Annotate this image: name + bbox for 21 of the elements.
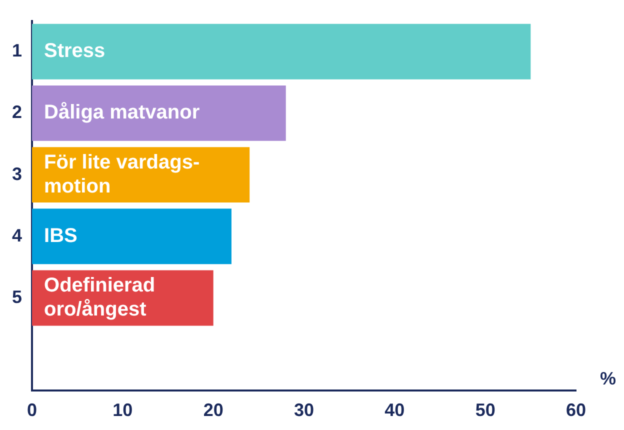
- x-tick-label: 30: [294, 400, 314, 420]
- x-tick-label: 20: [203, 400, 224, 420]
- x-tick-label: 40: [384, 400, 405, 420]
- annotation: För lite vardags- motion: [44, 151, 200, 198]
- annotation: IBS: [44, 224, 78, 247]
- y-tick-label: 5: [12, 286, 22, 307]
- x-tick-label: 0: [27, 400, 38, 420]
- x-tick-label: 50: [475, 400, 496, 420]
- bar: [32, 85, 286, 141]
- bar: [32, 24, 531, 80]
- annotation: Odefinierad oro/ångest: [44, 274, 156, 321]
- x-axis-title: %: [600, 368, 616, 388]
- annotation: Dåliga matvanor: [44, 102, 200, 124]
- annotation: Stress: [44, 40, 106, 62]
- bar: [32, 208, 232, 264]
- x-tick-label: 10: [112, 400, 133, 420]
- x-tick-label: 60: [566, 400, 586, 420]
- y-tick-label: 1: [12, 40, 22, 61]
- y-tick-label: 2: [12, 102, 22, 122]
- y-tick-label: 4: [12, 225, 22, 246]
- y-tick-label: 3: [12, 164, 22, 184]
